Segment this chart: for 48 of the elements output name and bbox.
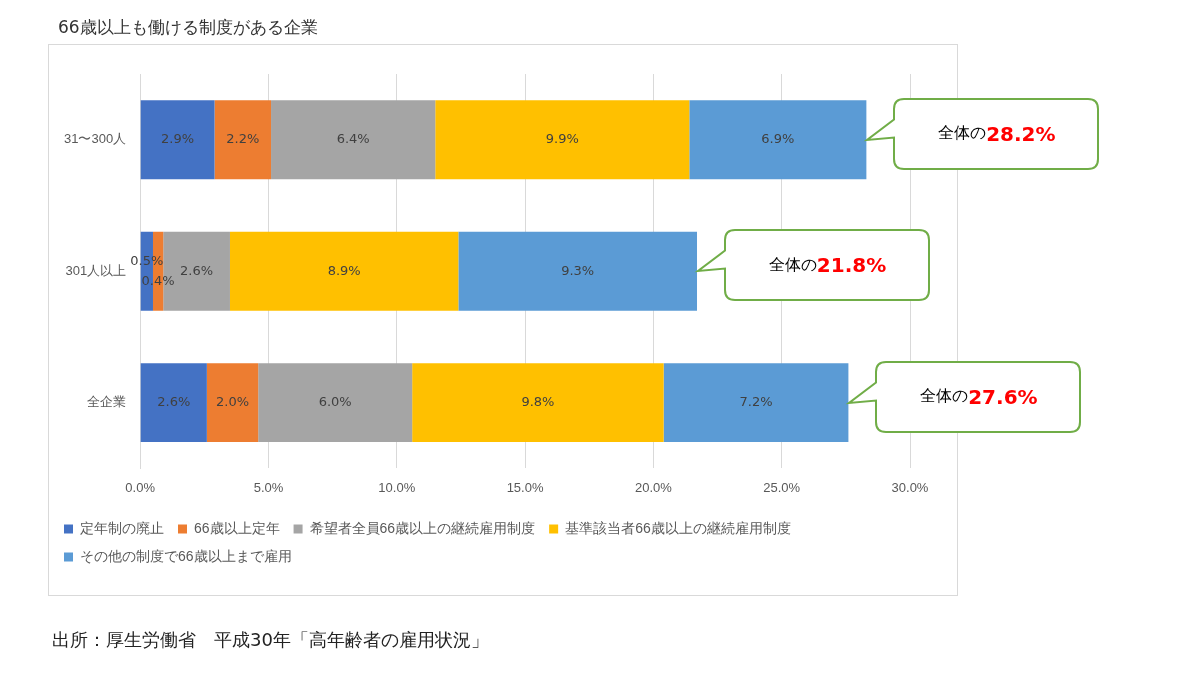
data-label: 2.6% bbox=[157, 394, 191, 410]
legend-label: 定年制の廃止 bbox=[80, 519, 164, 536]
x-tick-label: 0.0% bbox=[125, 479, 156, 495]
text: 出所：厚生労働省 平成30年「高年齢者の雇用状況」 bbox=[52, 628, 489, 652]
legend-label: 66歳以上定年 bbox=[194, 519, 280, 536]
bar bbox=[140, 100, 215, 180]
annotation: 全体の21.8% bbox=[768, 253, 887, 278]
legend-label: その他の制度で66歳以上まで雇用 bbox=[80, 547, 292, 564]
data-label: 6.0% bbox=[318, 394, 352, 410]
bar bbox=[214, 100, 272, 180]
data-label: 0.4% bbox=[141, 272, 175, 288]
data-label: 2.6% bbox=[180, 262, 214, 278]
data-label: 9.9% bbox=[545, 131, 579, 147]
bar bbox=[258, 363, 413, 443]
data-label: 8.9% bbox=[327, 262, 361, 278]
bar bbox=[458, 231, 698, 311]
x-tick-label: 10.0% bbox=[378, 479, 416, 495]
data-label: 9.8% bbox=[521, 394, 555, 410]
x-tick-label: 20.0% bbox=[634, 479, 673, 495]
data-label: 6.9% bbox=[761, 131, 795, 147]
bar bbox=[412, 363, 664, 443]
data-label: 9.3% bbox=[561, 262, 595, 278]
y-tick-label: 301人以上 bbox=[65, 262, 127, 278]
data-label: 2.0% bbox=[216, 394, 250, 410]
bar bbox=[229, 231, 459, 311]
x-tick-label: 15.0% bbox=[506, 479, 544, 495]
data-label: 2.2% bbox=[226, 131, 260, 147]
x-tick-label: 25.0% bbox=[763, 479, 801, 495]
speech-bubble: 全体の21.8% bbox=[697, 229, 930, 302]
data-label: 0.5% bbox=[130, 252, 164, 268]
bar bbox=[435, 100, 690, 180]
bar bbox=[140, 363, 207, 443]
chart-title: 66歳以上も働ける制度がある企業 bbox=[58, 16, 318, 39]
speech-bubble: 全体の27.6% bbox=[848, 360, 1082, 433]
legend-label: 基準該当者66歳以上の継続雇用制度 bbox=[565, 519, 791, 536]
bar bbox=[689, 100, 867, 180]
bar bbox=[206, 363, 259, 443]
legend-label: 希望者全員66歳以上の継続雇用制度 bbox=[309, 519, 536, 536]
data-label: 6.4% bbox=[336, 131, 370, 147]
x-tick-label: 30.0% bbox=[891, 479, 929, 495]
bar bbox=[663, 363, 849, 443]
y-tick-label: 全企業 bbox=[87, 394, 127, 410]
x-tick-label: 5.0% bbox=[253, 479, 284, 495]
data-label: 2.9% bbox=[161, 131, 195, 147]
data-label: 7.2% bbox=[739, 394, 773, 410]
bar bbox=[271, 100, 436, 180]
speech-bubble: 全体の28.2% bbox=[866, 97, 1100, 170]
y-tick-label: 31〜300人 bbox=[63, 131, 127, 147]
